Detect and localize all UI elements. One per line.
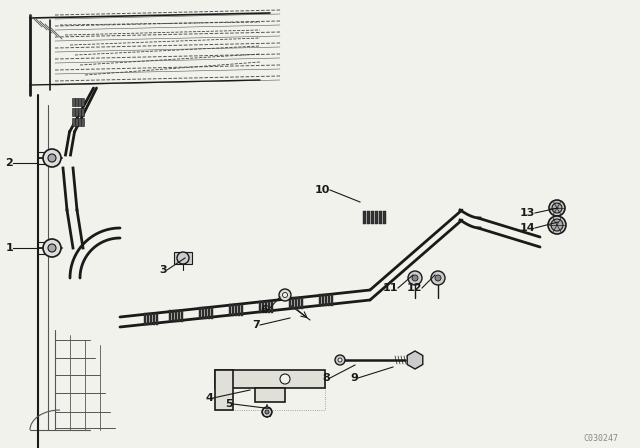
Bar	[174, 252, 192, 264]
Bar	[72, 98, 75, 106]
Bar	[156, 313, 158, 325]
Text: C030247: C030247	[583, 434, 618, 443]
Circle shape	[435, 275, 441, 281]
Bar	[265, 301, 267, 313]
Bar	[181, 310, 183, 322]
Bar	[78, 98, 81, 106]
Bar	[298, 297, 300, 309]
Text: 3: 3	[159, 265, 167, 275]
Text: 1: 1	[5, 243, 13, 253]
Bar	[150, 313, 152, 325]
Circle shape	[43, 239, 61, 257]
Bar	[78, 108, 81, 116]
Bar	[331, 294, 333, 306]
Polygon shape	[407, 351, 423, 369]
Bar	[202, 307, 204, 319]
Circle shape	[280, 374, 290, 384]
Text: 12: 12	[406, 283, 422, 293]
Bar	[241, 304, 243, 316]
Bar	[232, 304, 234, 316]
Text: 2: 2	[5, 158, 13, 168]
Bar	[295, 297, 297, 309]
Bar	[363, 211, 366, 224]
Bar	[211, 307, 213, 319]
Circle shape	[551, 219, 563, 231]
Bar	[375, 211, 378, 224]
Bar	[208, 307, 210, 319]
Text: 11: 11	[383, 283, 398, 293]
Bar	[383, 211, 386, 224]
Circle shape	[43, 149, 61, 167]
Bar	[75, 118, 78, 126]
Bar	[75, 98, 78, 106]
Bar	[72, 108, 75, 116]
Bar	[301, 297, 303, 309]
Bar	[289, 297, 291, 309]
Bar	[322, 294, 324, 306]
Circle shape	[412, 275, 418, 281]
Text: 5: 5	[225, 399, 233, 409]
Bar	[292, 297, 294, 309]
Bar	[262, 301, 264, 313]
Text: 10: 10	[315, 185, 330, 195]
Bar	[144, 313, 146, 325]
Bar	[175, 310, 177, 322]
Circle shape	[408, 271, 422, 285]
Circle shape	[262, 407, 272, 417]
Bar	[81, 108, 84, 116]
Bar	[205, 307, 207, 319]
Bar	[319, 294, 321, 306]
Bar	[268, 301, 270, 313]
Bar	[147, 313, 149, 325]
Bar	[178, 310, 180, 322]
Circle shape	[549, 200, 565, 216]
Text: 13: 13	[520, 208, 535, 218]
Text: 14: 14	[520, 223, 535, 233]
Bar	[81, 118, 84, 126]
Circle shape	[48, 154, 56, 162]
Text: 7: 7	[252, 320, 260, 330]
Text: 6: 6	[260, 305, 268, 315]
Circle shape	[279, 289, 291, 301]
Bar	[72, 118, 75, 126]
Circle shape	[48, 244, 56, 252]
Bar	[235, 304, 237, 316]
Bar	[169, 310, 171, 322]
Bar	[255, 388, 285, 402]
Bar	[371, 211, 374, 224]
Bar	[78, 118, 81, 126]
Bar	[379, 211, 382, 224]
Bar	[328, 294, 330, 306]
Bar	[153, 313, 155, 325]
Circle shape	[431, 271, 445, 285]
Circle shape	[338, 358, 342, 362]
Circle shape	[552, 203, 562, 213]
Circle shape	[282, 293, 287, 297]
Bar	[367, 211, 370, 224]
Bar	[271, 301, 273, 313]
Bar	[75, 108, 78, 116]
Bar	[81, 98, 84, 106]
Bar	[215, 370, 233, 410]
Circle shape	[548, 216, 566, 234]
Circle shape	[265, 410, 269, 414]
Bar	[238, 304, 240, 316]
Text: 9: 9	[350, 373, 358, 383]
Circle shape	[177, 252, 189, 264]
Bar	[259, 301, 261, 313]
Text: 4: 4	[205, 393, 213, 403]
Bar	[199, 307, 201, 319]
Bar	[229, 304, 231, 316]
Text: 8: 8	[323, 373, 330, 383]
Circle shape	[335, 355, 345, 365]
Bar	[325, 294, 327, 306]
Bar	[215, 370, 325, 388]
Bar	[172, 310, 174, 322]
